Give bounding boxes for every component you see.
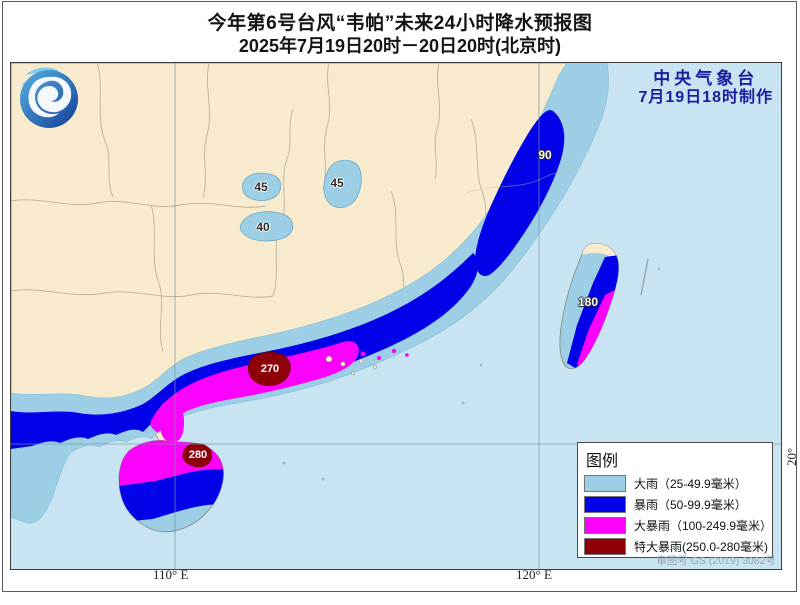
page-subtitle: 2025年7月19日20时－20日20时(北京时) — [238, 36, 562, 56]
inland-rain-blobs — [239, 159, 362, 242]
province-border-overlay — [465, 166, 578, 194]
axis-label-110e: 110° E — [153, 567, 189, 582]
agency-stamp: 中央气象台 7月19日18时制作 — [639, 69, 774, 107]
axis-label-120e: 120° E — [516, 567, 552, 582]
rainstorm-band-northeast — [475, 110, 565, 277]
rainfall-map: 中央气象台 7月19日18时制作 45 45 40 90 180 270 280… — [10, 62, 782, 570]
survey-number: 审图号:GS (2019) 3082号 — [656, 555, 776, 567]
page-title: 今年第6号台风“韦帕”未来24小时降水预报图 — [207, 13, 593, 34]
rain-value-label: 90 — [538, 148, 552, 162]
axis-label-20n: 20° N — [784, 447, 799, 466]
rain-value-label: 280 — [188, 449, 208, 461]
severe-rainstorm-core-guangdong — [247, 351, 291, 386]
rain-value-label: 45 — [330, 176, 344, 190]
legend-item: 暴雨（50-99.9毫米） — [584, 496, 766, 513]
legend-label: 暴雨（50-99.9毫米） — [634, 498, 747, 512]
rain-value-label: 45 — [254, 180, 268, 194]
legend-label: 大暴雨（100-249.9毫米） — [634, 519, 773, 533]
heavy-rainstorm-leizhou — [158, 401, 185, 443]
legend-swatch-heavy-rain — [584, 475, 626, 492]
legend-label: 特大暴雨(250.0-280毫米) — [634, 540, 769, 554]
coastal-islands — [325, 355, 378, 375]
hainan-rain-bands — [119, 440, 224, 523]
legend-item: 大雨（25-49.9毫米） — [584, 475, 766, 492]
legend-swatch-severe-rainstorm — [584, 538, 626, 555]
issue-time: 7月19日18时制作 — [638, 89, 773, 106]
rain-value-label: 180 — [577, 295, 599, 309]
legend-item: 大暴雨（100-249.9毫米） — [584, 517, 772, 534]
heavy-rainstorm-spots — [348, 346, 409, 360]
legend-label: 大雨（25-49.9毫米） — [634, 477, 747, 491]
heavy-rainstorm-band — [150, 341, 359, 433]
legend-item: 特大暴雨(250.0-280毫米) — [584, 538, 769, 555]
agency-name: 中央气象台 — [653, 69, 759, 88]
sea-islets — [282, 267, 661, 481]
legend-swatch-rainstorm — [584, 496, 626, 513]
island-chain — [640, 258, 649, 296]
legend-swatch-heavy-rainstorm — [584, 517, 626, 534]
legend-panel: 图例 大雨（25-49.9毫米） 暴雨（50-99.9毫米） 大暴雨（100-2… — [577, 442, 773, 558]
cma-logo-icon — [20, 67, 78, 128]
rain-value-label: 270 — [260, 363, 280, 375]
legend-title: 图例 — [586, 453, 619, 470]
rainstorm-band-south — [11, 253, 478, 449]
rain-value-label: 40 — [256, 220, 270, 234]
